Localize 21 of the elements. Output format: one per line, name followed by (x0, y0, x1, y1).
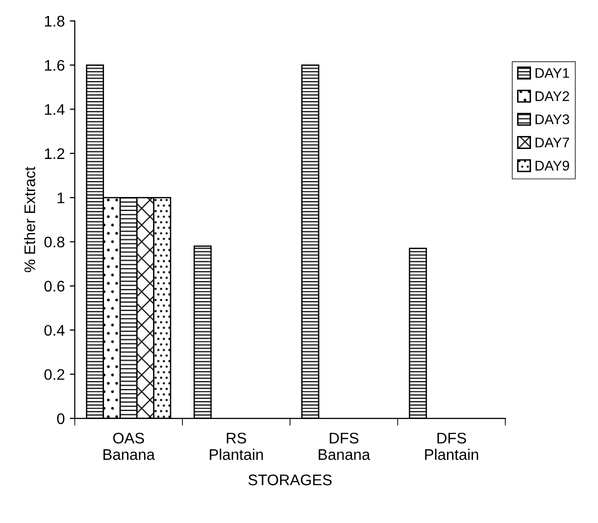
x-tick-label: DFS Plantain (425, 432, 478, 460)
legend-label: DAY1 (536, 68, 570, 78)
y-axis-title: % Ether Extract (24, 166, 36, 272)
y-tick-label: 0.8 (44, 236, 64, 248)
x-tick-label: RS Plantain (210, 432, 263, 460)
legend-label: DAY3 (536, 114, 570, 124)
y-tick-label: 0 (57, 413, 64, 424)
y-tick-label: 0.4 (44, 324, 65, 336)
y-tick-label: 0.2 (44, 369, 64, 380)
x-axis-title: STORAGES (248, 474, 332, 486)
legend-label: DAY7 (536, 138, 570, 148)
legend-label: DAY2 (536, 91, 570, 101)
y-tick-label: 0.6 (44, 280, 64, 292)
y-tick-label: 1.6 (44, 60, 64, 71)
legend-label: DAY9 (536, 160, 570, 171)
y-tick-label: 1 (58, 192, 64, 204)
y-tick-label: 1.8 (44, 16, 64, 27)
y-tick-label: 1.4 (44, 104, 65, 115)
y-tick-label: 1.2 (44, 148, 64, 159)
x-tick-label: OAS Banana (103, 432, 155, 460)
x-tick-label: DFS Banana (318, 432, 370, 460)
